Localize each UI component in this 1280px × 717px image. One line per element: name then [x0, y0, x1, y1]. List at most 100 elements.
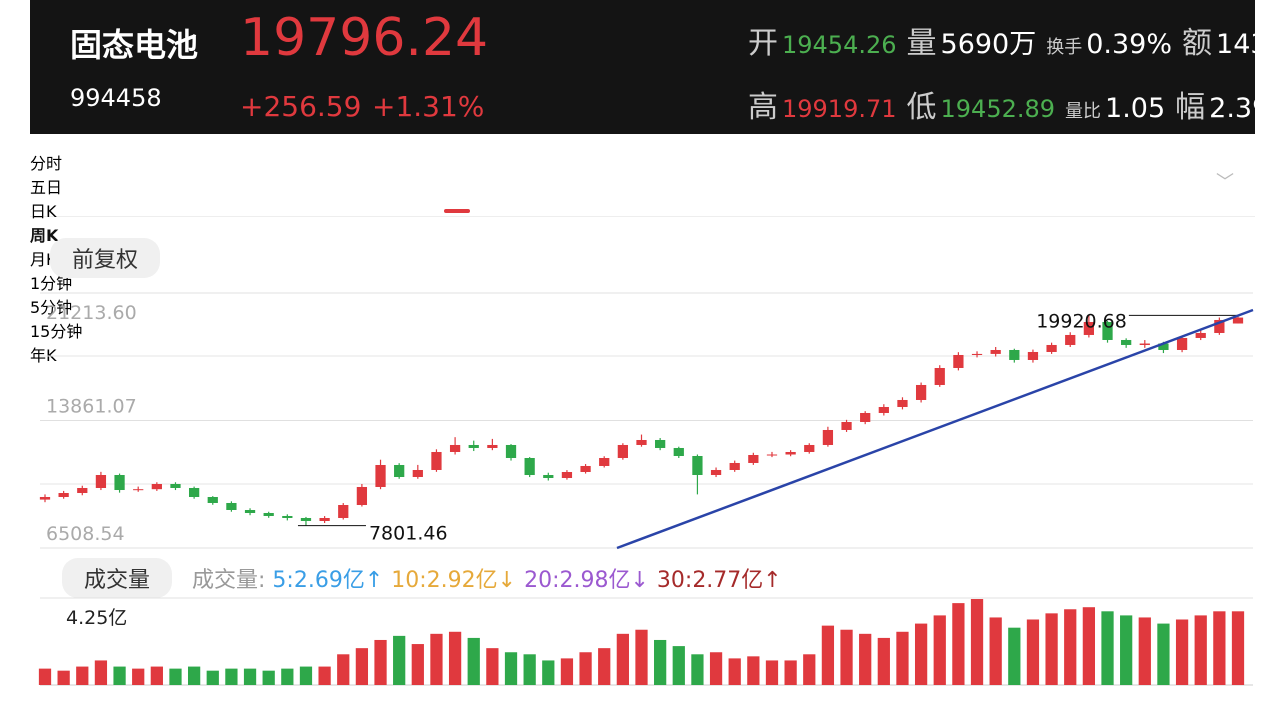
volume-bar — [318, 666, 331, 685]
volume-bar — [598, 648, 611, 685]
tab-underline — [444, 209, 470, 213]
stat-value: 19454.26 — [782, 31, 897, 59]
candle-body — [915, 384, 927, 400]
volume-bar — [1064, 609, 1077, 685]
volume-bar — [57, 670, 70, 685]
legend-entry: 5:2.69亿↑ — [272, 568, 384, 593]
stat-label: 开 — [748, 26, 778, 61]
candle-body — [133, 489, 144, 491]
candle-body — [300, 517, 312, 521]
volume-bar — [821, 625, 835, 685]
candle-body — [561, 472, 573, 479]
volume-bar — [560, 658, 574, 685]
tab[interactable]: 1分钟 — [30, 274, 73, 293]
y-tick-label: 4.25亿 — [66, 607, 127, 629]
stat-label: 幅 — [1175, 90, 1206, 125]
high-label: 19920.68 — [1036, 310, 1127, 332]
volume-bar — [1231, 611, 1245, 685]
volume-bar — [859, 633, 872, 685]
candle-body — [226, 502, 237, 510]
candle-body — [1046, 344, 1057, 352]
volume-bar — [709, 652, 723, 685]
candle-body — [1232, 317, 1244, 324]
tab[interactable]: 分时 — [30, 154, 63, 173]
candle-body — [599, 457, 610, 466]
y-tick-label: 6508.54 — [46, 523, 125, 545]
legend-entry: 10:2.92亿↓ — [391, 568, 517, 593]
change-pct: +1.31% — [372, 90, 485, 123]
volume-bar — [840, 629, 853, 685]
tab[interactable]: 5分钟 — [30, 298, 73, 317]
candle-body — [971, 353, 983, 355]
candle-body — [860, 412, 871, 422]
volume-bar — [1175, 619, 1189, 685]
tab[interactable]: 15分钟 — [30, 322, 83, 341]
volume-bar — [355, 648, 369, 685]
volume-bar — [765, 660, 779, 685]
volume-bar — [1045, 613, 1058, 685]
volume-bar — [896, 631, 909, 685]
volume-bar — [38, 668, 52, 685]
volume-bar — [150, 666, 163, 685]
volume-legend: 成交量: 5:2.69亿↑ 10:2.92亿↓ 20:2.98亿↓ 30:2.77亿↑ — [192, 562, 790, 594]
stat-value: 1.05 — [1105, 93, 1166, 124]
volume-bar — [1026, 619, 1040, 685]
volume-bar — [616, 633, 629, 685]
candle-body — [412, 469, 423, 477]
candle-body — [692, 455, 703, 476]
candle-body — [822, 429, 834, 445]
volume-bar — [94, 660, 108, 685]
candle-body — [990, 349, 1001, 354]
candle-body — [934, 367, 945, 385]
stat-value: 5690万 — [940, 29, 1037, 60]
volume-bar — [1082, 607, 1096, 685]
stock-name: 固态电池 — [70, 26, 199, 64]
stat-label: 量 — [906, 26, 937, 61]
volume-bar — [1138, 617, 1151, 685]
tab[interactable]: 周K — [30, 226, 59, 245]
volume-bar — [989, 617, 1002, 685]
legend-label: 成交量: — [192, 568, 266, 593]
stock-code: 994458 — [70, 84, 162, 112]
volume-bar — [803, 654, 816, 685]
candle-body — [1195, 332, 1206, 338]
tab[interactable]: 五日 — [30, 178, 63, 197]
change: +256.59 — [240, 90, 362, 123]
candle-body — [1121, 339, 1132, 345]
candle-body — [710, 469, 722, 476]
candle-body — [188, 487, 200, 497]
legend-entry: 30:2.77亿↑ — [656, 568, 782, 593]
candle-body — [468, 444, 479, 448]
tab[interactable]: 月K — [30, 250, 57, 269]
volume-bar — [206, 670, 219, 685]
candle-body — [114, 475, 125, 491]
candle-body — [207, 496, 218, 503]
volume-button[interactable]: 成交量 — [62, 558, 173, 598]
volume-bar — [579, 652, 592, 685]
candle-body — [543, 475, 554, 479]
adjust-button[interactable]: 前复权 — [50, 238, 161, 278]
volume-bar — [299, 666, 313, 685]
volume-bar — [1157, 623, 1170, 685]
candle-body — [319, 517, 330, 521]
candle-body — [244, 509, 256, 513]
volume-bar — [728, 658, 741, 685]
volume-bar — [1194, 615, 1207, 685]
stat-value: 0.39% — [1086, 29, 1173, 60]
candle-body — [394, 464, 405, 477]
volume-bar — [914, 623, 928, 685]
stat-value: 2.39% — [1209, 93, 1255, 124]
candle-body — [505, 444, 517, 458]
candle-body — [263, 512, 274, 516]
volume-bar — [486, 648, 499, 685]
stat-label: 额 — [1182, 26, 1213, 61]
volume-bar — [187, 666, 201, 685]
volume-bar — [467, 637, 480, 685]
candle-body — [1214, 319, 1225, 333]
volume-bar — [542, 660, 555, 685]
tab[interactable]: 日K — [30, 202, 57, 221]
volume-bar — [635, 629, 648, 685]
candle-body — [636, 439, 647, 445]
volume-bar — [672, 646, 685, 685]
volume-bar — [1120, 615, 1133, 685]
